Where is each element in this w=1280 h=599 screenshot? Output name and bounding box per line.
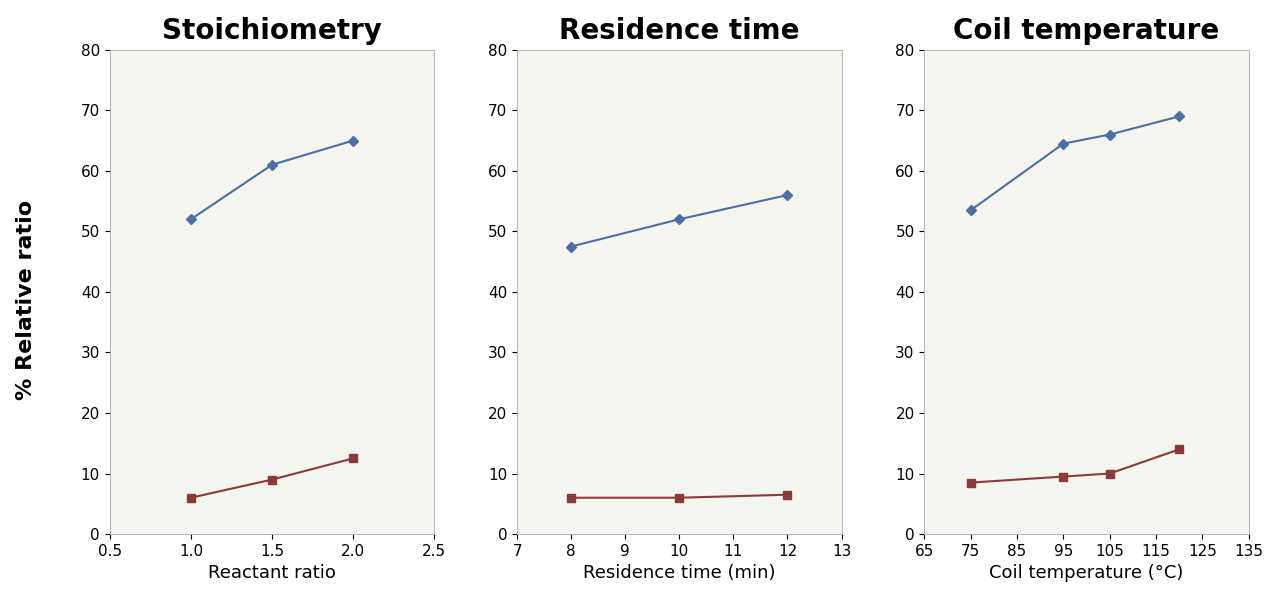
X-axis label: Reactant ratio: Reactant ratio	[209, 564, 335, 582]
Title: Coil temperature: Coil temperature	[954, 17, 1220, 45]
X-axis label: Residence time (min): Residence time (min)	[584, 564, 776, 582]
Title: Stoichiometry: Stoichiometry	[163, 17, 381, 45]
Text: % Relative ratio: % Relative ratio	[15, 199, 36, 400]
X-axis label: Coil temperature (°C): Coil temperature (°C)	[989, 564, 1184, 582]
Title: Residence time: Residence time	[559, 17, 800, 45]
